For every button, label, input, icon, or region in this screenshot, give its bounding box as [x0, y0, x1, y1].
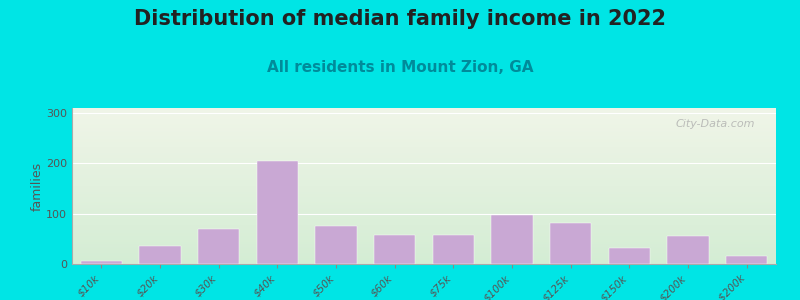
Bar	[374, 235, 415, 264]
Bar	[433, 235, 474, 264]
Text: City-Data.com: City-Data.com	[675, 119, 755, 129]
Bar	[609, 248, 650, 264]
Bar	[315, 226, 357, 264]
Bar	[550, 223, 591, 264]
Bar	[726, 256, 767, 264]
Bar	[667, 236, 709, 264]
Bar	[257, 161, 298, 264]
Bar	[81, 262, 122, 264]
Text: Distribution of median family income in 2022: Distribution of median family income in …	[134, 9, 666, 29]
Bar	[139, 246, 181, 264]
Y-axis label: families: families	[30, 161, 43, 211]
Bar	[198, 229, 239, 264]
Bar	[491, 215, 533, 264]
Text: All residents in Mount Zion, GA: All residents in Mount Zion, GA	[266, 60, 534, 75]
